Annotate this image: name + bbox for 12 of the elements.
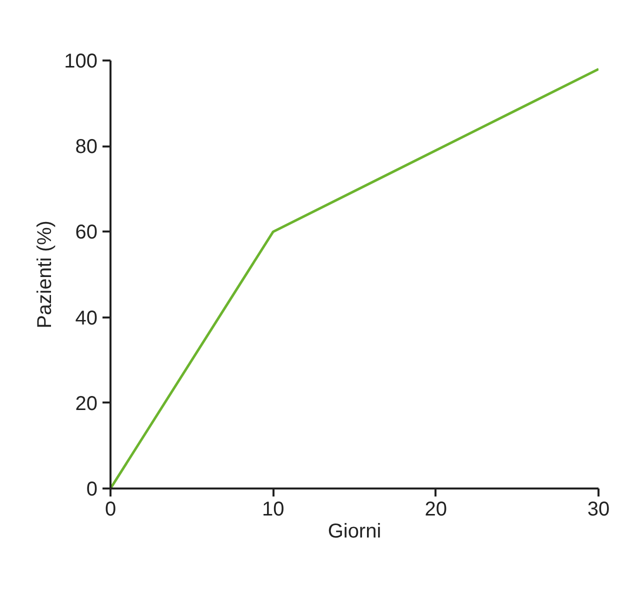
- x-tick-label: 20: [424, 498, 447, 520]
- y-tick-label: 0: [86, 478, 98, 500]
- x-axis-title: Giorni: [328, 520, 382, 542]
- y-tick-label: 20: [75, 392, 98, 415]
- x-tick-label: 10: [262, 498, 284, 520]
- y-tick-label: 100: [64, 50, 98, 72]
- y-tick-label: 80: [75, 136, 98, 158]
- y-tick-label: 40: [75, 307, 98, 330]
- y-axis-title: Pazienti (%): [34, 220, 56, 328]
- y-tick-label: 60: [75, 222, 98, 244]
- x-tick-label: 0: [104, 498, 116, 520]
- x-tick-label: 30: [587, 498, 610, 520]
